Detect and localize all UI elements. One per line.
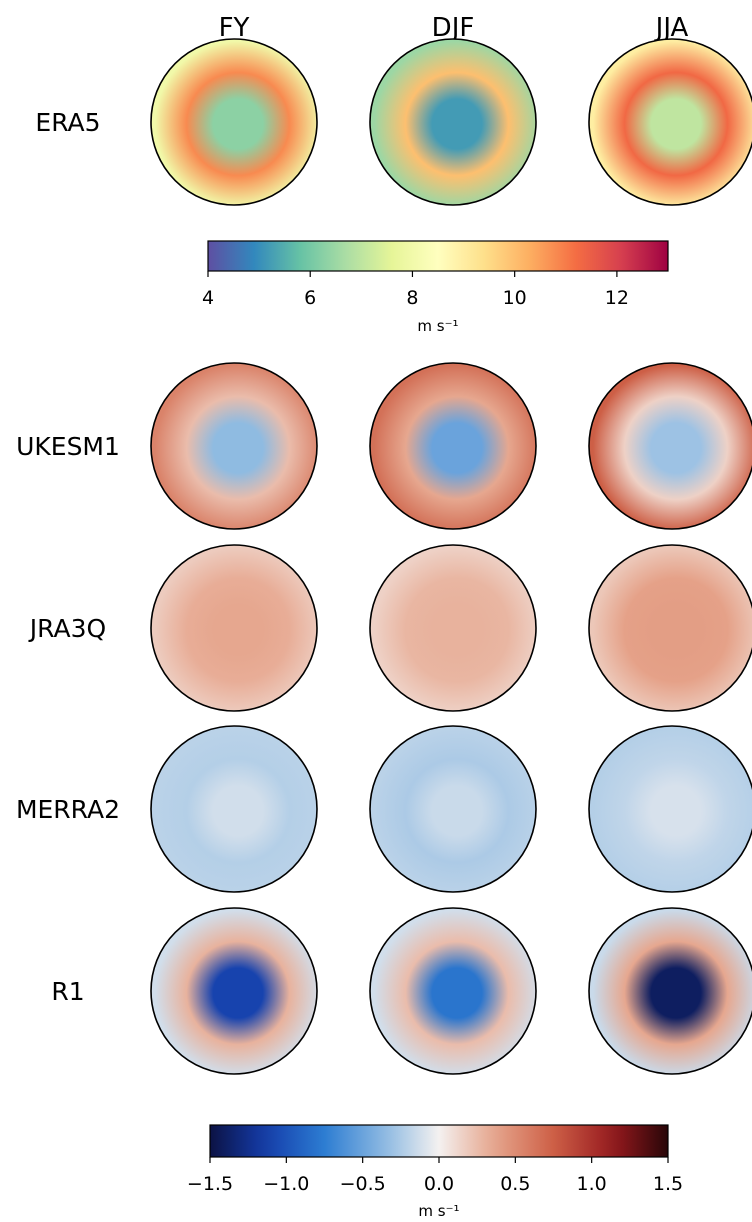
- field-disk: [370, 545, 536, 711]
- map-ukesm1-fy: [150, 362, 318, 530]
- colorbar-unit-label: m s⁻¹: [418, 1202, 459, 1220]
- field-disk: [151, 726, 317, 892]
- colorbar-tick-label: 10: [503, 287, 527, 309]
- map-r1-fy: [150, 907, 318, 1075]
- colorbar-ramp: [209, 1124, 669, 1158]
- colorbar-ramp: [207, 240, 669, 272]
- row-titles: ERA5 UKESM1 JRA3Q MERRA2 R1: [16, 108, 120, 1006]
- colorbar-tick-label: 12: [605, 287, 629, 309]
- map-frame: [150, 725, 318, 893]
- row-title-r1: R1: [51, 977, 84, 1006]
- column-title-djf: DJF: [432, 13, 475, 43]
- map-frame: [369, 362, 537, 530]
- map-frame: [150, 38, 318, 206]
- map-merra2-jja: [588, 725, 752, 893]
- field-disk: [370, 363, 536, 529]
- row-title-merra2: MERRA2: [16, 795, 120, 824]
- map-frame: [588, 38, 752, 206]
- row-title-era5: ERA5: [35, 108, 100, 137]
- map-r1-jja: [588, 907, 752, 1075]
- field-disk: [370, 726, 536, 892]
- field-disk: [151, 363, 317, 529]
- map-frame: [369, 544, 537, 712]
- map-panels: [150, 38, 752, 1075]
- field-disk: [589, 908, 752, 1074]
- field-disk: [151, 39, 317, 205]
- field-disk: [370, 908, 536, 1074]
- map-ukesm1-djf: [369, 362, 537, 530]
- map-frame: [369, 725, 537, 893]
- map-frame: [588, 362, 752, 530]
- row-title-ukesm1: UKESM1: [16, 432, 120, 461]
- colorbar-tick-label: −0.5: [340, 1173, 386, 1195]
- colorbar-tick-label: 0.5: [500, 1173, 530, 1195]
- map-jra3q-djf: [369, 544, 537, 712]
- colorbars: 4 6 8 10 12 m s⁻¹ −1.5 −1.0 −0.5 0.0 0.5 1.0 1.5 m s⁻…: [187, 240, 683, 1220]
- map-ukesm1-jja: [588, 362, 752, 530]
- map-merra2-fy: [150, 725, 318, 893]
- map-frame: [150, 544, 318, 712]
- field-disk: [589, 545, 752, 711]
- column-title-jja: JJA: [654, 13, 689, 43]
- map-merra2-djf: [369, 725, 537, 893]
- map-era5-jja: [588, 38, 752, 206]
- colorbar-absolute: 4 6 8 10 12 m s⁻¹: [202, 240, 669, 335]
- colorbar-tick-label: 6: [304, 287, 316, 309]
- map-frame: [588, 544, 752, 712]
- map-era5-djf: [369, 38, 537, 206]
- column-titles: FY DJF JJA: [219, 13, 689, 43]
- map-frame: [588, 725, 752, 893]
- field-disk: [589, 39, 752, 205]
- map-frame: [150, 907, 318, 1075]
- colorbar-tick-label: 1.5: [653, 1173, 683, 1195]
- map-jra3q-fy: [150, 544, 318, 712]
- field-disk: [589, 726, 752, 892]
- colorbar-tick-label: 0.0: [424, 1173, 454, 1195]
- colorbar-tick-label: −1.0: [263, 1173, 309, 1195]
- field-disk: [151, 908, 317, 1074]
- colorbar-tick-label: 4: [202, 287, 214, 309]
- map-era5-fy: [150, 38, 318, 206]
- colorbar-difference: −1.5 −1.0 −0.5 0.0 0.5 1.0 1.5 m s⁻¹: [187, 1124, 683, 1220]
- map-jra3q-jja: [588, 544, 752, 712]
- colorbar-unit-label: m s⁻¹: [417, 317, 458, 335]
- map-frame: [369, 907, 537, 1075]
- column-title-fy: FY: [219, 13, 250, 43]
- colorbar-tick-label: −1.5: [187, 1173, 233, 1195]
- map-frame: [150, 362, 318, 530]
- map-frame: [369, 38, 537, 206]
- field-disk: [370, 39, 536, 205]
- colorbar-tick-label: 8: [406, 287, 418, 309]
- map-r1-djf: [369, 907, 537, 1075]
- map-frame: [588, 907, 752, 1075]
- field-disk: [589, 363, 752, 529]
- colorbar-tick-label: 1.0: [577, 1173, 607, 1195]
- row-title-jra3q: JRA3Q: [28, 614, 106, 643]
- field-disk: [151, 545, 317, 711]
